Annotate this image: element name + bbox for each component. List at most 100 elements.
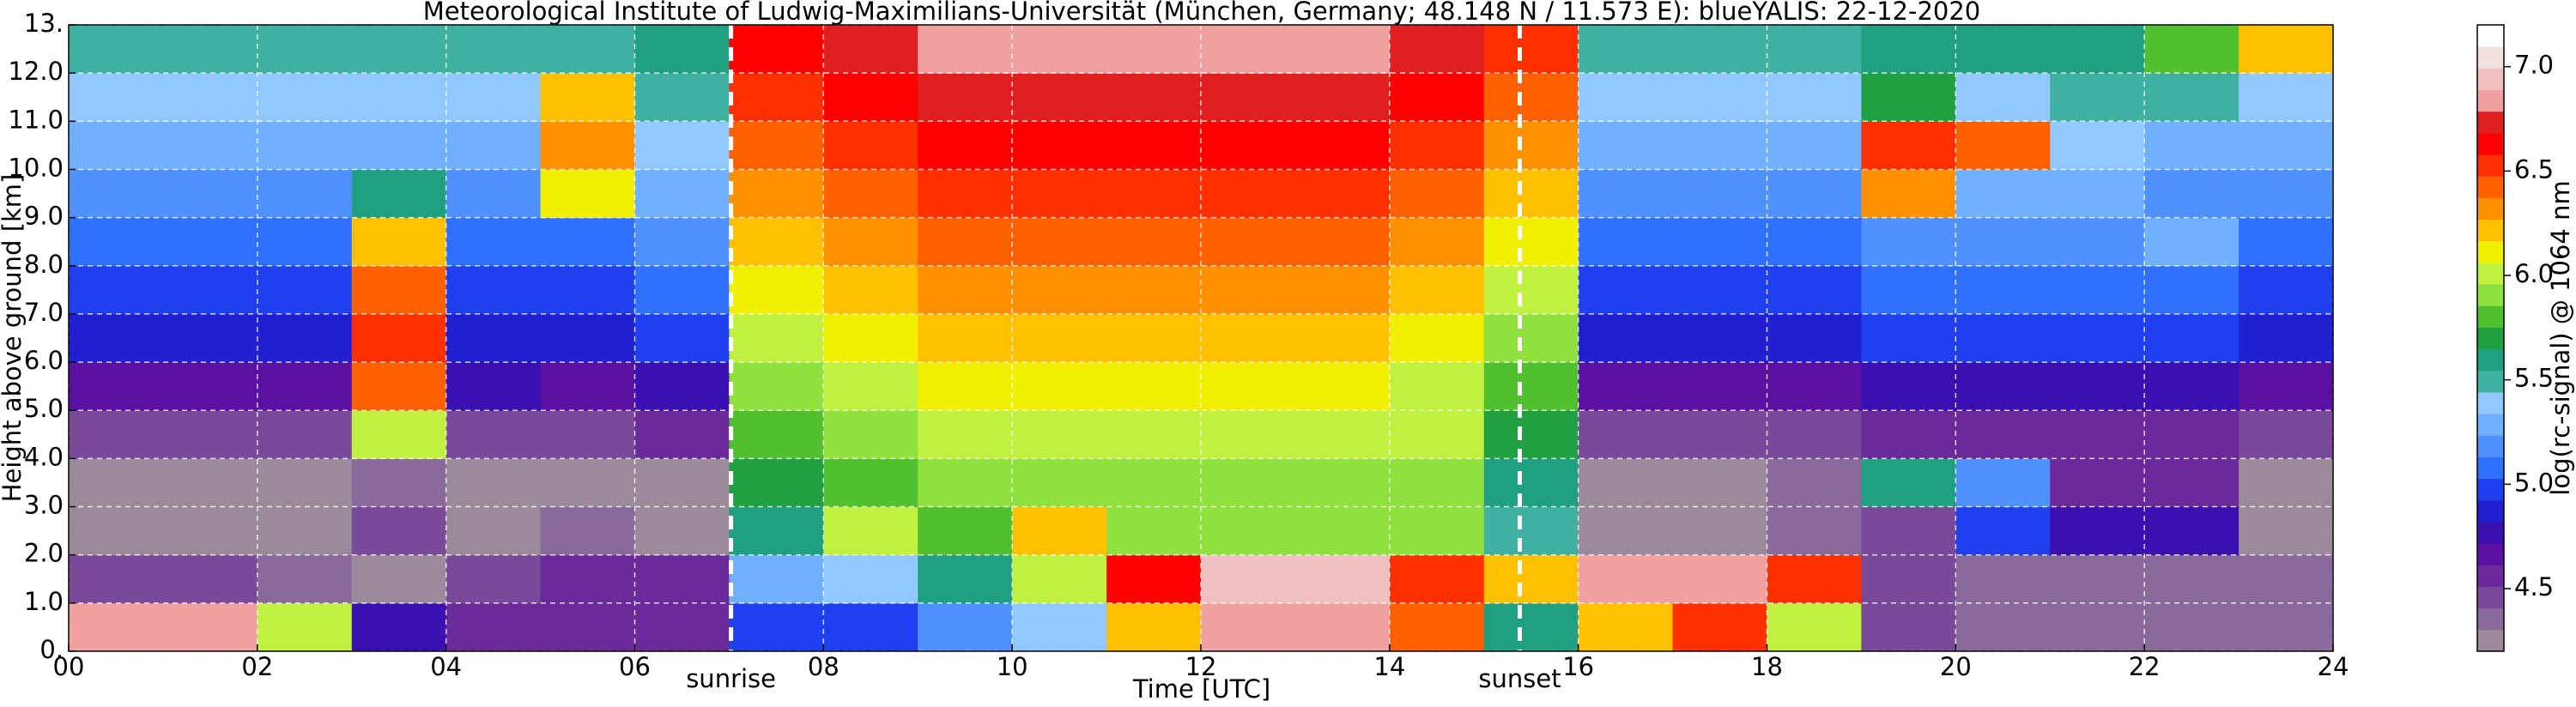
y-tick-label: 5.0: [24, 394, 64, 423]
heatmap-cell: [2050, 554, 2145, 604]
heatmap-cell: [2050, 410, 2145, 459]
heatmap-cell: [729, 73, 824, 122]
heatmap-cell: [351, 506, 447, 556]
colorbar-swatch: [2477, 499, 2504, 523]
y-tick-label: 3.0: [24, 491, 64, 520]
heatmap-cell: [2144, 362, 2240, 411]
heatmap-cell: [729, 410, 824, 459]
heatmap-cell: [823, 313, 918, 363]
heatmap-cell: [634, 169, 730, 219]
x-tick-label: 12: [1185, 652, 1217, 681]
heatmap-cell: [1389, 169, 1485, 219]
heatmap-cell: [1767, 313, 1862, 363]
heatmap-cell: [257, 410, 353, 459]
heatmap-cell: [729, 169, 824, 219]
heatmap-cell: [1861, 169, 1956, 219]
heatmap-cell: [1106, 121, 1202, 170]
heatmap-cell: [540, 73, 635, 122]
heatmap-cell: [69, 410, 164, 459]
heatmap-cell: [1767, 25, 1862, 74]
heatmap-cell: [2144, 121, 2240, 170]
heatmap-cell: [2144, 169, 2240, 219]
heatmap-cell: [445, 169, 542, 219]
heatmap-cell: [257, 554, 353, 604]
heatmap-cell: [1106, 362, 1202, 411]
y-tick-label: 4.0: [24, 442, 64, 471]
heatmap-cell: [918, 458, 1013, 508]
heatmap-cell: [540, 25, 635, 74]
heatmap-cell: [1106, 265, 1202, 315]
heatmap-cell: [445, 313, 542, 363]
heatmap-cell: [1483, 602, 1579, 652]
heatmap-cell: [445, 506, 542, 556]
heatmap-cell: [1106, 217, 1202, 267]
heatmap-cell: [445, 362, 542, 411]
heatmap-cell: [1578, 506, 1674, 556]
y-tick-label: 9.0: [24, 202, 64, 231]
heatmap-cell: [1294, 265, 1391, 315]
heatmap-cell: [2144, 410, 2240, 459]
heatmap-cell: [1294, 458, 1391, 508]
heatmap-cell: [257, 217, 353, 267]
heatmap-cell: [540, 265, 635, 315]
heatmap: [69, 25, 2334, 652]
colorbar-swatch: [2477, 68, 2504, 91]
heatmap-cell: [2239, 169, 2334, 219]
heatmap-cell: [257, 121, 353, 170]
y-tick-label: 8.0: [24, 250, 64, 279]
heatmap-cell: [1294, 410, 1391, 459]
colorbar-swatch: [2477, 521, 2504, 544]
heatmap-cell: [2144, 25, 2240, 74]
heatmap-cell: [1955, 73, 2051, 122]
heatmap-cell: [1012, 554, 1107, 604]
heatmap-cell: [2050, 506, 2145, 556]
colorbar-swatch: [2477, 25, 2504, 47]
heatmap-cell: [445, 410, 542, 459]
heatmap-cell: [257, 602, 353, 652]
heatmap-cell: [1861, 313, 1956, 363]
heatmap-cell: [162, 313, 258, 363]
heatmap-cell: [162, 265, 258, 315]
x-tick-label: 22: [2129, 652, 2161, 681]
colorbar-swatch: [2477, 478, 2504, 501]
heatmap-cell: [1955, 410, 2051, 459]
heatmap-cell: [1672, 73, 1767, 122]
heatmap-cell: [257, 265, 353, 315]
heatmap-cell: [1955, 362, 2051, 411]
heatmap-cell: [823, 554, 918, 604]
heatmap-cell: [918, 265, 1013, 315]
heatmap-cell: [69, 362, 164, 411]
heatmap-cell: [1201, 458, 1296, 508]
heatmap-cell: [1106, 458, 1202, 508]
colorbar-swatch: [2477, 111, 2504, 134]
heatmap-cell: [1012, 506, 1107, 556]
heatmap-cell: [1861, 602, 1956, 652]
colorbar-swatch: [2477, 197, 2504, 221]
heatmap-cell: [351, 217, 447, 267]
heatmap-cell: [1389, 25, 1485, 74]
colorbar-swatch: [2477, 565, 2504, 587]
heatmap-cell: [2144, 265, 2240, 315]
colorbar-swatch: [2477, 46, 2504, 69]
heatmap-cell: [1578, 25, 1674, 74]
heatmap-cell: [1012, 217, 1107, 267]
heatmap-cell: [162, 25, 258, 74]
heatmap-cell: [1106, 554, 1202, 604]
heatmap-cell: [918, 169, 1013, 219]
heatmap-cell: [1672, 506, 1767, 556]
heatmap-cell: [2144, 602, 2240, 652]
heatmap-cell: [634, 506, 730, 556]
heatmap-cell: [1389, 73, 1485, 122]
heatmap-cell: [1389, 554, 1485, 604]
heatmap-cell: [1767, 217, 1862, 267]
heatmap-cell: [2239, 217, 2334, 267]
heatmap-cell: [162, 602, 258, 652]
heatmap-cell: [1578, 410, 1674, 459]
x-tick-label: 18: [1751, 652, 1783, 681]
heatmap-cell: [1201, 265, 1296, 315]
colorbar-swatch: [2477, 586, 2504, 609]
heatmap-cell: [2050, 73, 2145, 122]
heatmap-cell: [1955, 458, 2051, 508]
colorbar-tick-label: 6.5: [2514, 154, 2554, 184]
heatmap-cell: [1106, 602, 1202, 652]
